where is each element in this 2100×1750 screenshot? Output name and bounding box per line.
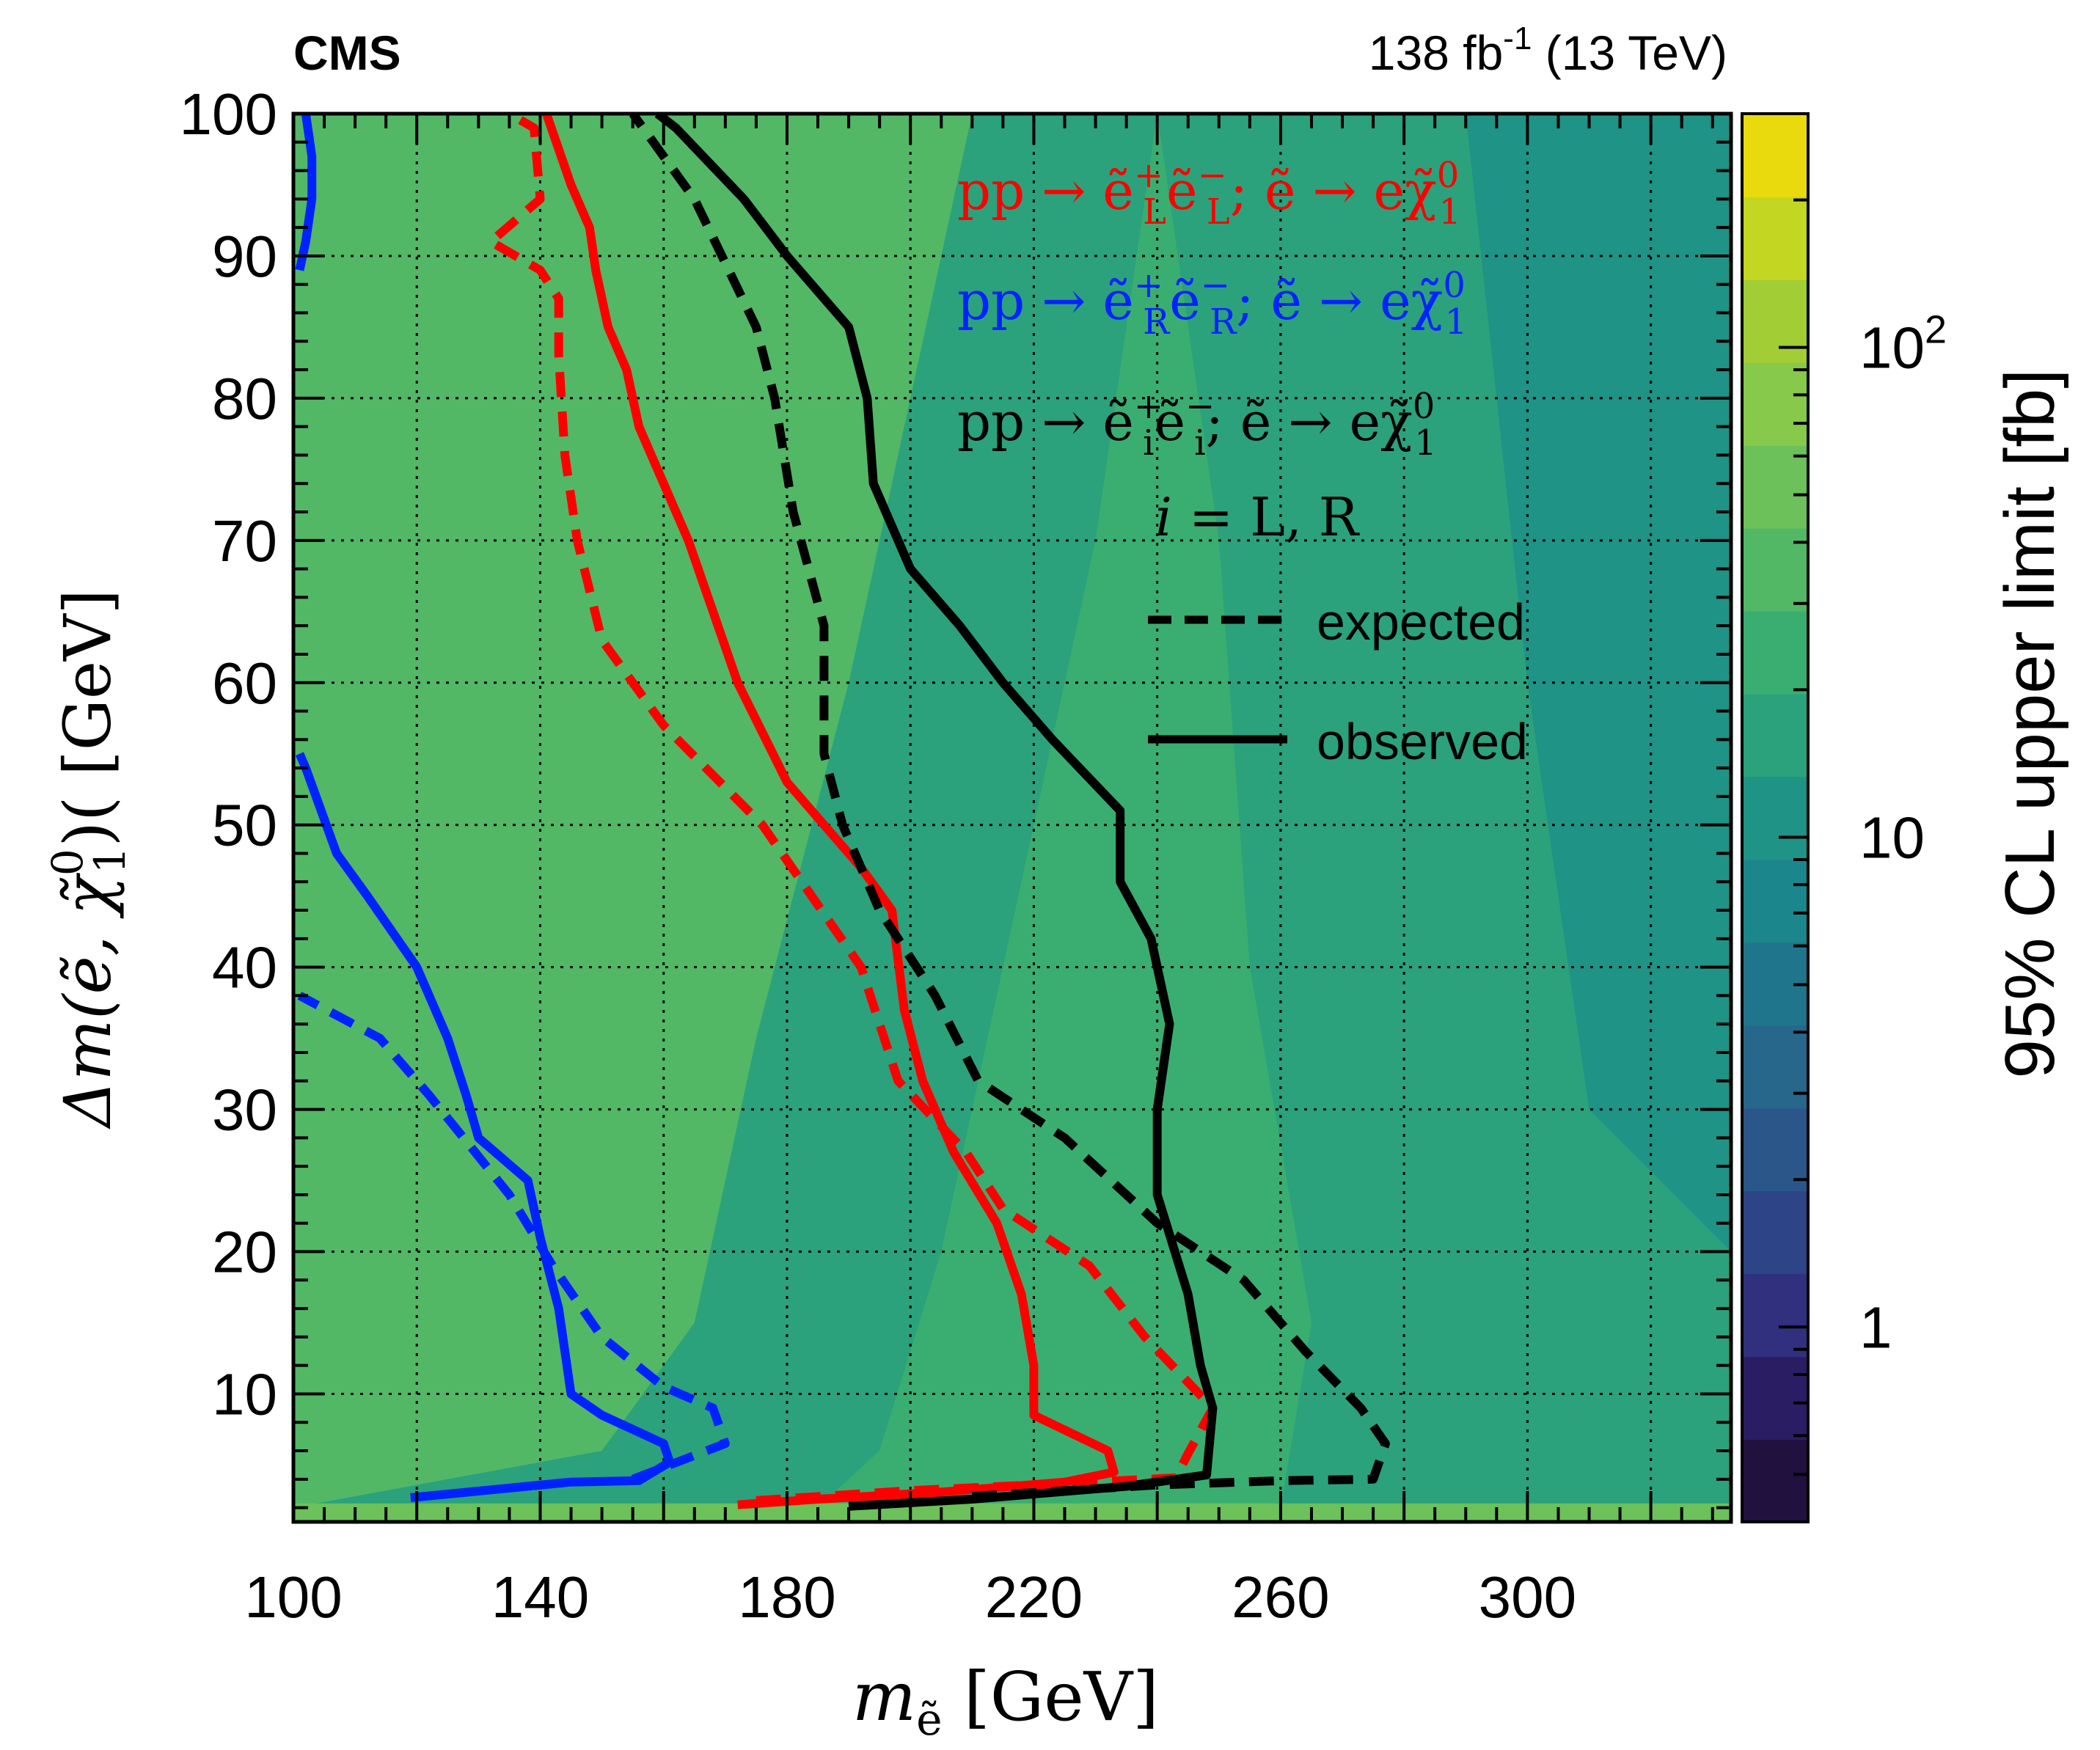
contour-line-5 bbox=[654, 114, 1218, 1511]
colorbar-band-1 bbox=[1742, 1356, 1808, 1440]
y-tick-labels: 10 20 30 40 50 60 70 80 90 100 bbox=[180, 81, 277, 1427]
x-tick-label: 100 bbox=[244, 1564, 342, 1630]
x-tick-label: 140 bbox=[491, 1564, 589, 1630]
contour-line-3 bbox=[297, 992, 730, 1484]
colorbar-band-4 bbox=[1742, 1108, 1808, 1192]
legend-expected-label: expected bbox=[1317, 593, 1525, 651]
colorbar-ticks bbox=[1779, 112, 1808, 1523]
y-tick-label: 100 bbox=[180, 81, 277, 147]
colorbar-frame bbox=[1741, 112, 1810, 1523]
colorbar-bands bbox=[1742, 114, 1808, 1523]
colorbar-band-15 bbox=[1742, 196, 1808, 280]
contour-line-2 bbox=[295, 752, 675, 1502]
colorbar-band-9 bbox=[1742, 693, 1808, 777]
legend-entry-selectron-left: pp → ẽ+ Lẽ− L; ẽ → eχ̃0 1 bbox=[957, 155, 1461, 233]
contour-line-6 bbox=[629, 114, 1390, 1501]
colorbar-band-10 bbox=[1742, 610, 1808, 695]
legend-entry-selectron-combined: pp → ẽ+ iẽ− i; ẽ → eχ̃0 1 bbox=[957, 386, 1437, 464]
y-axis-title: Δm(ẽ, χ̃01)( [GeV] bbox=[43, 589, 135, 1130]
colorbar-band-12 bbox=[1742, 444, 1808, 529]
colorbar-tick-labels: 1 10 102 bbox=[1859, 308, 1947, 1361]
x-tick-label: 220 bbox=[985, 1564, 1083, 1630]
legend-entry-selectron-right: pp → ẽ+ Rẽ− R; ẽ → eχ̃0 1 bbox=[957, 265, 1467, 343]
x-tick-label: 300 bbox=[1479, 1564, 1576, 1630]
y-tick-label: 10 bbox=[212, 1361, 277, 1427]
y-tick-label: 40 bbox=[212, 935, 277, 1000]
colorbar-tick-label: 102 bbox=[1859, 308, 1947, 381]
contour-lines bbox=[295, 114, 1390, 1511]
legend: pp → ẽ+ Lẽ− L; ẽ → eχ̃0 1 pp → ẽ+ Rẽ− R; ẽ → … bbox=[957, 155, 1528, 770]
y-tick-label: 70 bbox=[212, 508, 277, 574]
contour-line-1 bbox=[486, 114, 1218, 1505]
colorbar-tick-label: 1 bbox=[1859, 1295, 1892, 1360]
colorbar-band-2 bbox=[1742, 1273, 1808, 1358]
colorbar-band-5 bbox=[1742, 1025, 1808, 1109]
colorbar-band-3 bbox=[1742, 1190, 1808, 1275]
colorbar-band-11 bbox=[1742, 527, 1808, 612]
heat-bottom-band bbox=[293, 1503, 1731, 1522]
contour-line-4 bbox=[295, 114, 317, 271]
experiment-label: CMS bbox=[293, 26, 401, 80]
contour-line-0 bbox=[542, 114, 1119, 1509]
heat-region-5 bbox=[1466, 114, 1731, 1252]
y-tick-label: 30 bbox=[212, 1077, 277, 1143]
luminosity-label: 138 fb-1 (13 TeV) bbox=[1369, 21, 1727, 80]
colorbar-title: 95% CL upper limit [fb] bbox=[1991, 369, 2069, 1079]
colorbar-band-14 bbox=[1742, 279, 1808, 363]
colorbar-band-13 bbox=[1742, 362, 1808, 446]
legend-index-note: i = L, R bbox=[1155, 486, 1360, 548]
axis-ticks bbox=[292, 112, 1731, 1522]
plot-frame bbox=[291, 111, 1733, 1524]
x-tick-label: 260 bbox=[1232, 1564, 1329, 1630]
heat-region-2 bbox=[293, 114, 973, 1508]
y-tick-label: 80 bbox=[212, 366, 277, 431]
x-tick-label: 180 bbox=[738, 1564, 835, 1630]
x-tick-labels: 100 140 180 220 260 300 bbox=[244, 1564, 1576, 1630]
grid-lines bbox=[293, 114, 1731, 1522]
heatmap bbox=[293, 114, 1731, 1522]
y-tick-label: 20 bbox=[212, 1220, 277, 1285]
x-axis-title: mẽ [GeV] bbox=[852, 1658, 1159, 1746]
colorbar-band-16 bbox=[1742, 114, 1808, 197]
colorbar-band-7 bbox=[1742, 859, 1808, 943]
colorbar: 1 10 102 95% CL upper limit [fb] bbox=[1741, 112, 2069, 1523]
y-tick-label: 60 bbox=[212, 651, 277, 716]
colorbar-tick-label: 10 bbox=[1859, 805, 1925, 870]
y-tick-label: 50 bbox=[212, 793, 277, 858]
y-tick-label: 90 bbox=[212, 224, 277, 289]
plot-area: 100 140 180 220 260 300 10 20 30 40 50 60 70 80 90 100 bbox=[180, 81, 1733, 1630]
legend-observed-label: observed bbox=[1317, 713, 1528, 770]
colorbar-band-0 bbox=[1742, 1439, 1808, 1523]
colorbar-band-8 bbox=[1742, 776, 1808, 860]
